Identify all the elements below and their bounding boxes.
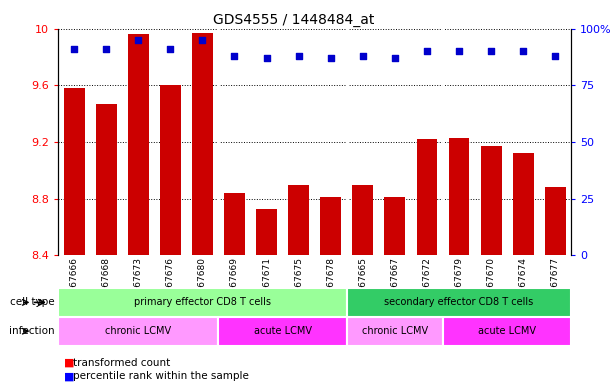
Bar bbox=[128, 35, 148, 255]
Bar bbox=[353, 185, 373, 255]
Text: chronic LCMV: chronic LCMV bbox=[362, 326, 428, 336]
Point bbox=[262, 55, 271, 61]
Text: GDS4555 / 1448484_at: GDS4555 / 1448484_at bbox=[213, 13, 374, 27]
Text: cell type: cell type bbox=[10, 297, 55, 308]
Text: GSM767669: GSM767669 bbox=[230, 257, 239, 312]
Bar bbox=[384, 197, 405, 255]
Text: GSM767667: GSM767667 bbox=[390, 257, 400, 312]
Point bbox=[69, 46, 79, 52]
Point bbox=[230, 53, 240, 59]
Bar bbox=[58, 288, 347, 317]
Bar bbox=[64, 88, 84, 255]
Text: GSM767665: GSM767665 bbox=[358, 257, 367, 312]
Bar bbox=[192, 33, 213, 255]
Bar bbox=[417, 139, 437, 255]
Text: GSM767666: GSM767666 bbox=[70, 257, 79, 312]
Text: GSM767680: GSM767680 bbox=[198, 257, 207, 312]
Point bbox=[197, 37, 207, 43]
Text: ■: ■ bbox=[64, 358, 75, 368]
Text: infection: infection bbox=[9, 326, 55, 336]
Bar bbox=[288, 185, 309, 255]
Text: GSM767677: GSM767677 bbox=[551, 257, 560, 312]
Point bbox=[101, 46, 111, 52]
Bar bbox=[513, 153, 533, 255]
Text: GSM767679: GSM767679 bbox=[455, 257, 464, 312]
Text: acute LCMV: acute LCMV bbox=[478, 326, 536, 336]
Text: GSM767670: GSM767670 bbox=[486, 257, 496, 312]
Bar bbox=[320, 197, 341, 255]
Point bbox=[454, 48, 464, 55]
Text: GSM767675: GSM767675 bbox=[294, 257, 303, 312]
Point bbox=[486, 48, 496, 55]
Text: GSM767674: GSM767674 bbox=[519, 257, 528, 312]
Text: GSM767671: GSM767671 bbox=[262, 257, 271, 312]
Bar bbox=[448, 138, 469, 255]
Text: GSM767672: GSM767672 bbox=[422, 257, 431, 312]
Point bbox=[326, 55, 335, 61]
Bar bbox=[160, 85, 181, 255]
Bar bbox=[545, 187, 566, 255]
Text: percentile rank within the sample: percentile rank within the sample bbox=[73, 371, 249, 381]
Bar bbox=[96, 104, 117, 255]
Point bbox=[133, 37, 143, 43]
Text: ■: ■ bbox=[64, 371, 75, 381]
Text: GSM767668: GSM767668 bbox=[101, 257, 111, 312]
Bar bbox=[481, 146, 502, 255]
Bar bbox=[347, 317, 443, 346]
Point bbox=[390, 55, 400, 61]
Bar bbox=[256, 209, 277, 255]
Point bbox=[294, 53, 304, 59]
Text: GSM767678: GSM767678 bbox=[326, 257, 335, 312]
Point bbox=[166, 46, 175, 52]
Bar bbox=[219, 317, 347, 346]
Bar bbox=[58, 317, 219, 346]
Bar bbox=[224, 193, 245, 255]
Text: secondary effector CD8 T cells: secondary effector CD8 T cells bbox=[384, 297, 533, 308]
Text: acute LCMV: acute LCMV bbox=[254, 326, 312, 336]
Bar bbox=[347, 288, 571, 317]
Point bbox=[518, 48, 528, 55]
Point bbox=[551, 53, 560, 59]
Point bbox=[358, 53, 368, 59]
Bar bbox=[443, 317, 571, 346]
Text: GSM767673: GSM767673 bbox=[134, 257, 143, 312]
Text: primary effector CD8 T cells: primary effector CD8 T cells bbox=[134, 297, 271, 308]
Point bbox=[422, 48, 432, 55]
Text: GSM767676: GSM767676 bbox=[166, 257, 175, 312]
Text: chronic LCMV: chronic LCMV bbox=[105, 326, 171, 336]
Text: transformed count: transformed count bbox=[73, 358, 170, 368]
